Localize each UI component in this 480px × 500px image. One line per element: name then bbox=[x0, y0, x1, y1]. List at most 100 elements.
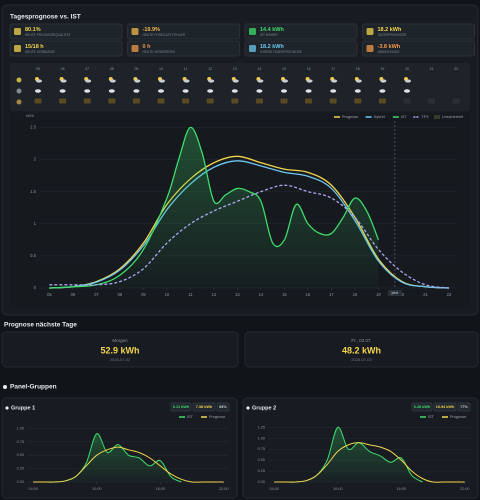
stat-card bbox=[9, 40, 123, 57]
badge bbox=[216, 402, 230, 412]
weather-cloud bbox=[133, 89, 140, 93]
weather-box bbox=[206, 98, 214, 104]
area bbox=[49, 127, 379, 288]
weather-cloud bbox=[257, 79, 264, 83]
row-icon bbox=[16, 88, 22, 94]
weather-strip bbox=[10, 63, 470, 111]
stat-icon bbox=[14, 28, 21, 35]
weather-box bbox=[255, 98, 263, 104]
stat-value: 15/18 h bbox=[25, 44, 44, 50]
badge-text: 83% bbox=[219, 405, 227, 409]
x-tick-label: 11 bbox=[188, 292, 193, 297]
stat-icon bbox=[249, 45, 256, 52]
y-tick-label: 2.5 bbox=[30, 125, 36, 130]
stat-card bbox=[362, 40, 475, 57]
stat-icon bbox=[249, 28, 256, 35]
legend-label: Prognose bbox=[209, 415, 225, 419]
x-tick-label: 16:00 bbox=[396, 487, 406, 491]
badge bbox=[457, 402, 471, 412]
stat-label: HEUTE PROGNOSEQUALITÄT bbox=[25, 33, 71, 37]
weather-hour: 18 bbox=[356, 67, 360, 71]
weather-box bbox=[157, 98, 165, 104]
weather-cloud bbox=[60, 79, 67, 83]
weather-box bbox=[182, 98, 190, 104]
stat-value: -3.8 kWh bbox=[378, 44, 401, 50]
series-line bbox=[49, 155, 449, 289]
stat-icon bbox=[366, 28, 374, 35]
group-title: Gruppe 2 bbox=[252, 405, 276, 411]
weather-cloud bbox=[134, 79, 141, 83]
weather-cloud bbox=[182, 89, 189, 93]
x-tick-label: 21 bbox=[423, 292, 428, 297]
x-tick-label: 04:00 bbox=[29, 487, 39, 491]
weather-hour: 13 bbox=[233, 67, 237, 71]
x-tick-label: 16:00 bbox=[155, 487, 165, 491]
day-value: 48.2 kWh bbox=[342, 345, 381, 355]
x-tick-label: 18 bbox=[353, 292, 358, 297]
weather-box bbox=[378, 98, 386, 104]
weather-hour: 20 bbox=[405, 67, 409, 71]
y-tick-label: 2 bbox=[34, 157, 37, 162]
weather-cloud bbox=[405, 79, 411, 83]
weather-hour: 09 bbox=[134, 67, 138, 71]
stat-value: 0 h bbox=[143, 44, 152, 50]
weather-hour: 17 bbox=[331, 67, 335, 71]
weather-hour: 10 bbox=[159, 67, 163, 71]
stat-icon bbox=[131, 45, 139, 52]
row-icon bbox=[16, 77, 22, 83]
weather-cloud bbox=[305, 89, 312, 93]
x-tick-label: 15 bbox=[282, 292, 287, 297]
weather-box bbox=[354, 98, 362, 104]
stat-card bbox=[362, 23, 475, 40]
x-tick-label: 22:00 bbox=[219, 487, 229, 491]
y-tick-label: 0.5 bbox=[30, 253, 36, 258]
weather-hour: 06 bbox=[61, 67, 65, 71]
weather-cloud bbox=[183, 79, 190, 83]
stat-label: TAGESPROGNOSE bbox=[378, 33, 407, 37]
y-tick-label: 1 bbox=[34, 221, 37, 226]
y-tick-label: 0.75 bbox=[258, 447, 265, 451]
x-tick-label: 09 bbox=[141, 292, 146, 297]
y-tick-label: 0.00 bbox=[17, 480, 24, 484]
weather-cloud bbox=[330, 89, 337, 93]
weather-cloud bbox=[208, 79, 215, 83]
weather-hour: 08 bbox=[110, 67, 114, 71]
weather-box bbox=[83, 98, 91, 104]
weather-cloud bbox=[159, 79, 165, 83]
badge-text: 6.11 kWh bbox=[173, 405, 190, 409]
weather-box bbox=[428, 98, 436, 104]
weather-cloud bbox=[355, 79, 362, 83]
stat-label: ABWEICHUNG bbox=[378, 50, 400, 54]
weather-hour: 07 bbox=[85, 67, 89, 71]
group-title: Gruppe 1 bbox=[11, 405, 35, 411]
x-tick-label: 05 bbox=[47, 292, 52, 297]
weather-hour: 21 bbox=[430, 67, 434, 71]
now-label: jetzt bbox=[391, 291, 398, 295]
day-date: 2026-07-03 bbox=[351, 357, 372, 362]
legend-label: Prognose bbox=[342, 115, 358, 119]
weather-box bbox=[34, 98, 42, 104]
x-tick-label: 22:00 bbox=[460, 487, 470, 491]
bullet bbox=[246, 406, 250, 410]
legend-label: IST bbox=[187, 415, 194, 419]
weather-hour: 19 bbox=[380, 67, 384, 71]
x-tick-label: 10 bbox=[165, 292, 170, 297]
badge-text: 77% bbox=[460, 405, 468, 409]
weather-cloud bbox=[36, 79, 42, 83]
badge-text: 10.94 kWh bbox=[436, 405, 455, 409]
weather-cloud bbox=[331, 79, 338, 83]
weather-box bbox=[231, 98, 239, 104]
x-tick-label: 12 bbox=[212, 292, 217, 297]
x-tick-label: 08 bbox=[118, 292, 123, 297]
weather-cloud bbox=[256, 89, 263, 93]
badge bbox=[411, 402, 433, 412]
series-line bbox=[49, 160, 449, 289]
day-card bbox=[1, 331, 239, 368]
weather-box bbox=[280, 98, 288, 104]
weather-cloud bbox=[85, 79, 92, 83]
section-title: Prognose nächste Tage bbox=[4, 322, 77, 329]
area bbox=[33, 433, 182, 483]
weather-cloud bbox=[354, 89, 361, 93]
y-axis-label: kWh bbox=[26, 113, 34, 118]
